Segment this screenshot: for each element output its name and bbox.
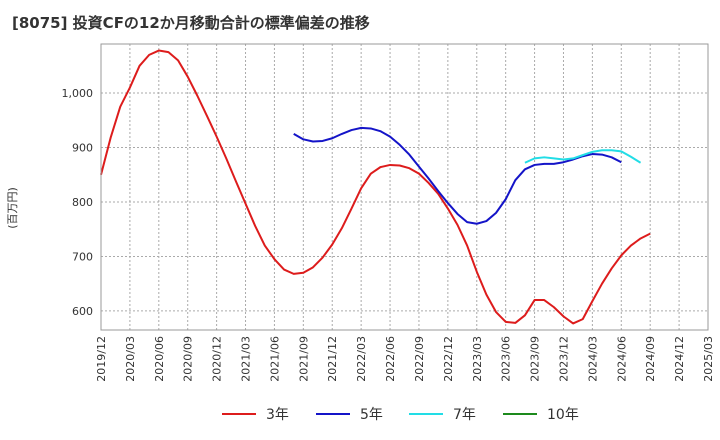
legend-swatch <box>409 413 443 415</box>
plot-frame <box>100 43 709 331</box>
x-tick-label: 2020/06 <box>153 336 166 382</box>
y-tick-label: 900 <box>72 142 93 155</box>
x-tick-label: 2023/09 <box>529 336 542 382</box>
legend-label: 5年 <box>360 407 383 423</box>
x-tick-label: 2023/03 <box>471 336 484 382</box>
x-tick-label: 2021/03 <box>240 336 253 382</box>
legend-swatch <box>503 413 537 415</box>
x-tick-label: 2021/06 <box>268 336 281 382</box>
series-line <box>293 126 622 225</box>
legend-item: 10年 <box>503 404 579 424</box>
legend: 3年 5年 7年 10年 <box>0 400 720 428</box>
x-tick-label: 2021/09 <box>297 336 310 382</box>
axes: 600 700 800 900 1,000 2019/12 2020/03 2020/06 20… <box>62 43 715 382</box>
x-tick-label: 2020/12 <box>211 336 224 382</box>
legend-item: 3年 <box>222 404 289 424</box>
legend-label: 10年 <box>547 407 579 423</box>
y-tick-label: 600 <box>72 305 93 318</box>
series-line <box>100 49 651 325</box>
x-tick-label: 2024/06 <box>615 336 628 382</box>
x-tick-label: 2022/06 <box>384 336 397 382</box>
line-chart: 600 700 800 900 1,000 2019/12 2020/03 2020/06 20… <box>62 43 715 382</box>
x-tick-label: 2021/12 <box>326 336 339 382</box>
x-tick-label: 2023/12 <box>557 336 570 382</box>
legend-item: 7年 <box>409 404 476 424</box>
x-tick-label: 2020/03 <box>124 336 137 382</box>
series-line <box>524 149 642 164</box>
y-tick-label: 800 <box>72 196 93 209</box>
x-tick-label: 2019/12 <box>95 336 108 382</box>
grid <box>100 44 709 330</box>
x-tick-label: 2022/09 <box>413 336 426 382</box>
legend-label: 7年 <box>453 407 476 423</box>
x-tick-label: 2024/09 <box>644 336 657 382</box>
x-tick-label: 2022/12 <box>442 336 455 382</box>
x-tick-label: 2025/03 <box>702 336 715 382</box>
legend-label: 3年 <box>266 407 289 423</box>
x-tick-label: 2022/03 <box>355 336 368 382</box>
legend-item: 5年 <box>316 404 383 424</box>
chart-title: [8075] 投資CFの12か月移動合計の標準偏差の推移 <box>12 14 370 32</box>
legend-swatch <box>316 413 350 415</box>
y-tick-label: 1,000 <box>62 87 94 100</box>
x-tick-label: 2024/03 <box>586 336 599 382</box>
x-tick-label: 2020/09 <box>182 336 195 382</box>
series-layer <box>100 49 651 325</box>
x-tick-label: 2023/06 <box>500 336 513 382</box>
legend-swatch <box>222 413 256 415</box>
x-tick-label: 2024/12 <box>673 336 686 382</box>
y-tick-label: 700 <box>72 250 93 263</box>
